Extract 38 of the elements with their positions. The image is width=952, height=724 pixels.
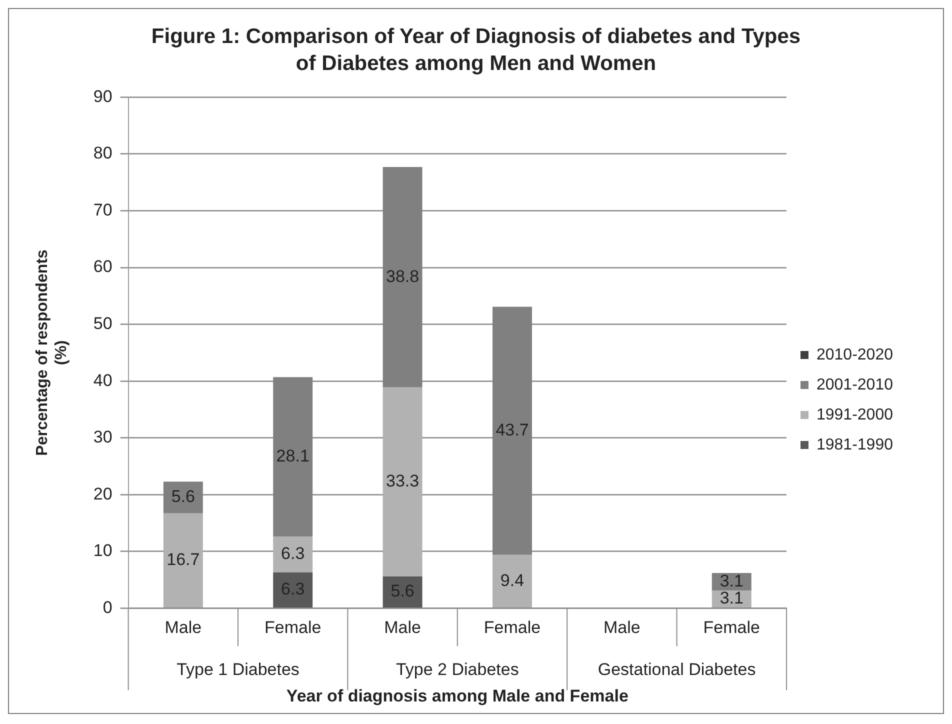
text: Type 2 Diabetes [396,660,519,679]
y-tick-label: 20 [93,484,112,504]
legend-label: 2001-2010 [816,376,894,394]
data-label: 43.7 [496,420,529,440]
x-tick-label: Male [604,618,640,638]
data-label: 6.3 [281,580,305,599]
y-tick-label: 60 [93,257,112,276]
data-label: 3.1 [720,588,744,608]
data-label: 28.1 [276,446,310,466]
x-axis-title: Year of diagnosis among Male and Female [286,686,628,706]
data-label: 38.8 [386,266,420,286]
text: Type 1 Diabetes [176,660,300,679]
chart-title: Figure 1: Comparison of Year of Diagnosis of diabetes and Types of Diabetes among Men and Women [150,24,802,77]
data-label: 3.1 [720,571,744,590]
y-tick-label: 80 [93,144,112,163]
x-tick-label: Female [264,618,322,638]
data-label: 9.4 [500,570,524,590]
data-label: 6.3 [281,544,305,564]
y-tick-label: 70 [93,200,112,220]
data-label: 5.6 [390,582,414,601]
text: Gestational Diabetes [598,660,756,679]
y-tick-label: 40 [93,370,112,390]
x-tick-label: Male [384,618,421,638]
y-tick-label: 50 [93,314,112,333]
y-tick-label: 10 [93,541,112,560]
data-label: 5.6 [171,487,195,506]
legend-label: 1981-1990 [816,436,894,454]
legend-label: 2010-2020 [816,346,894,364]
legend-label: 1991-2000 [816,406,894,424]
x-tick-label: Male [164,618,202,638]
y-tick-label: 0 [102,598,112,617]
x-tick-label: Female [703,618,760,638]
x-tick-label: Female [484,618,541,638]
y-axis-title: Percentage of respondents (%) [34,249,70,456]
y-tick-label: 30 [93,428,112,447]
data-label: 16.7 [166,550,200,570]
y-tick-label: 90 [93,86,112,106]
data-label: 33.3 [386,472,420,491]
